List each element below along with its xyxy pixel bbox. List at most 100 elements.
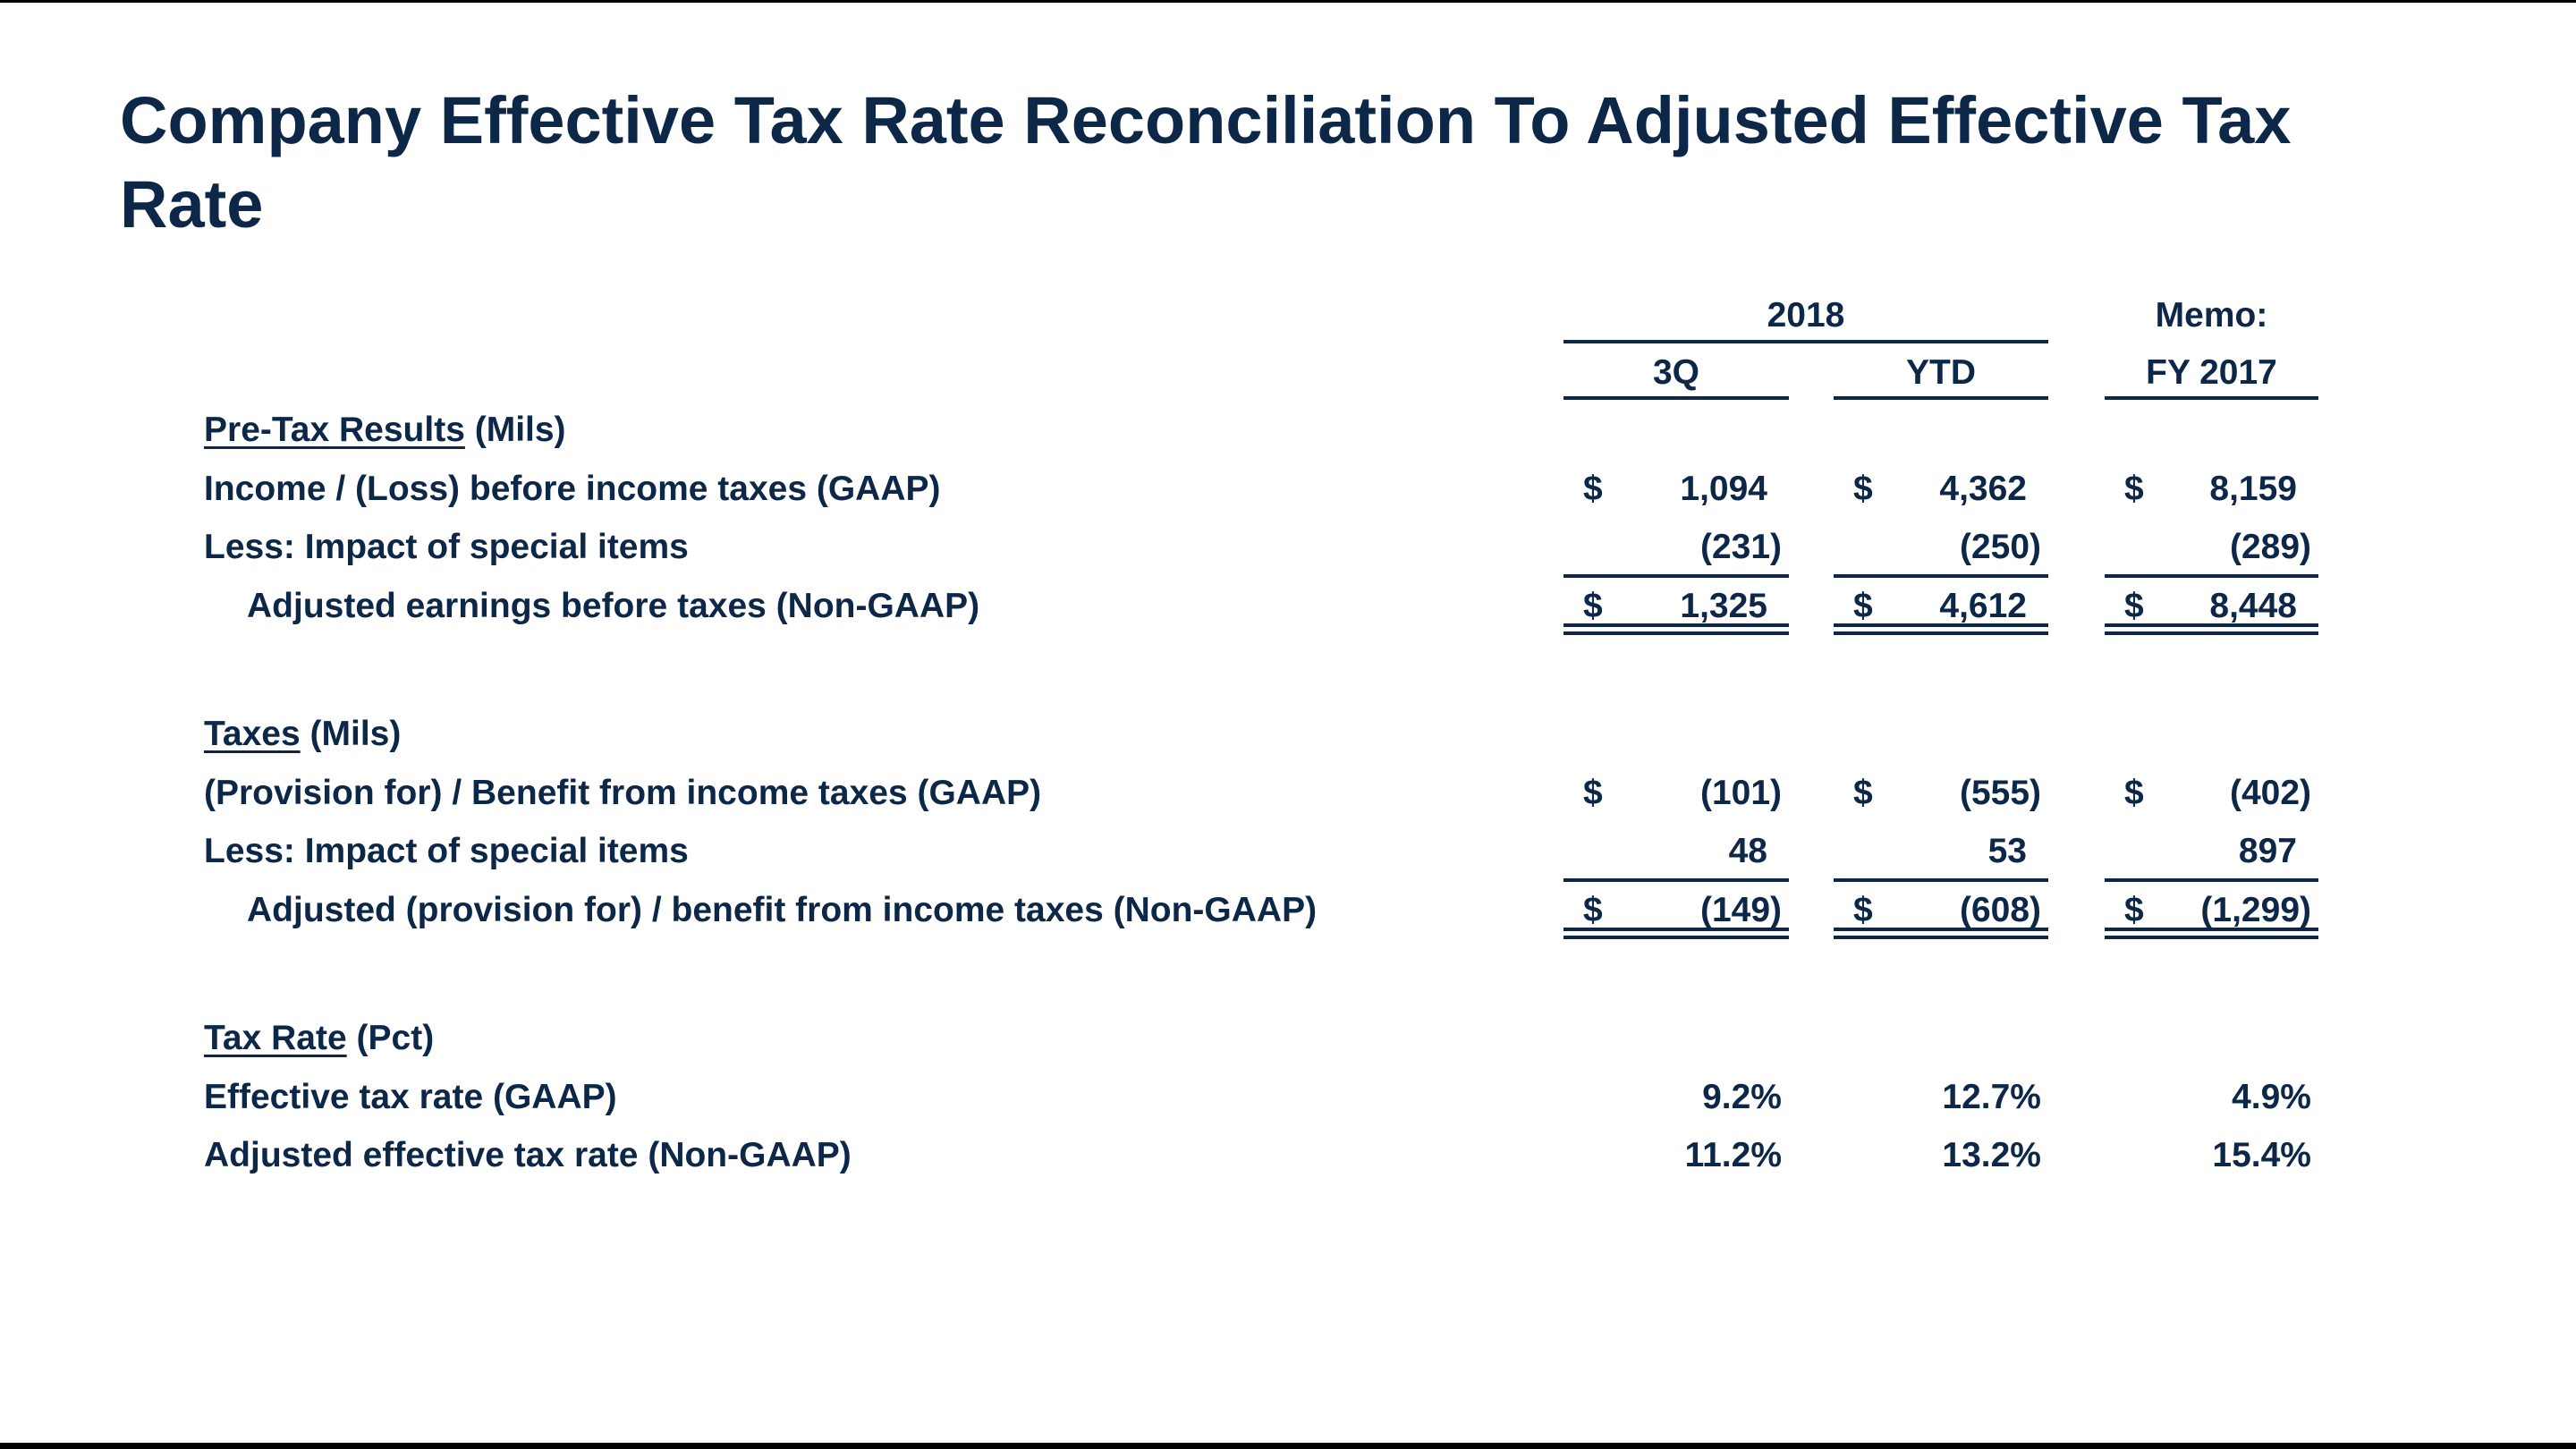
subtotal-rule: [1834, 573, 2048, 578]
section-heading: Taxes (Mils): [0, 708, 2576, 761]
rule-3q: [1563, 396, 1789, 400]
cell-value: 1,325: [1680, 586, 1767, 625]
table-row: (Provision for) / Benefit from income ta…: [0, 767, 2576, 820]
value-cell: $8,448: [2105, 580, 2318, 633]
row-label: Effective tax rate (GAAP): [204, 1077, 617, 1116]
value-cell: $1,325: [1563, 580, 1789, 633]
value-cell: 48: [1563, 825, 1789, 878]
total-double-rule: [2105, 928, 2318, 931]
cell-value: (555): [1959, 773, 2041, 812]
dollar-sign: $: [1583, 773, 1603, 812]
header-row-group: 2018 Memo:: [0, 289, 2576, 343]
value-cell: 11.2%: [1563, 1129, 1789, 1182]
total-double-rule: [2105, 631, 2318, 635]
section-title: Taxes: [204, 715, 301, 753]
cell-value: (1,299): [2200, 890, 2311, 929]
row-label: Adjusted (provision for) / benefit from …: [247, 890, 1318, 929]
value-cell: (250): [1834, 521, 2048, 574]
table-row: Adjusted (provision for) / benefit from …: [0, 884, 2576, 937]
value-cell: $8,159: [2105, 462, 2318, 516]
rule-ytd: [1834, 396, 2048, 400]
row-label: Less: Impact of special items: [204, 832, 689, 870]
cell-value: (402): [2229, 773, 2311, 812]
bottom-border: [0, 1443, 2576, 1449]
value-cell: $1,094: [1563, 462, 1789, 516]
header-3q: 3Q: [1652, 353, 1700, 392]
subtotal-rule: [2105, 573, 2318, 578]
cell-value: 4,612: [1939, 586, 2027, 625]
value-cell: 13.2%: [1834, 1129, 2048, 1182]
table-row: Adjusted earnings before taxes (Non-GAAP…: [0, 580, 2576, 633]
section-heading: Pre-Tax Results (Mils): [0, 403, 2576, 457]
total-double-rule: [1563, 623, 1789, 627]
cell-value: 48: [1728, 832, 1767, 870]
cell-value: 11.2%: [1684, 1136, 1782, 1174]
cell-value: (250): [1959, 528, 2041, 566]
value-cell: $ (101): [1563, 767, 1789, 820]
section-unit: (Mils): [464, 411, 566, 449]
value-cell: $4,362: [1834, 462, 2048, 516]
dollar-sign: $: [1853, 773, 1873, 812]
value-cell: $4,612: [1834, 580, 2048, 633]
total-double-rule: [1834, 928, 2048, 931]
row-label: Income / (Loss) before income taxes (GAA…: [204, 469, 941, 508]
dollar-sign: $: [2124, 469, 2144, 508]
section-heading: Tax Rate (Pct): [0, 1012, 2576, 1065]
total-double-rule: [1834, 936, 2048, 939]
dollar-sign: $: [1853, 469, 1873, 508]
section-title: Pre-Tax Results: [204, 411, 465, 449]
total-double-rule: [1563, 936, 1789, 939]
dollar-sign: $: [1853, 890, 1873, 929]
subtotal-rule: [1563, 877, 1789, 882]
value-cell: (231): [1563, 521, 1789, 574]
cell-value: 8,448: [2209, 586, 2297, 625]
total-double-rule: [1834, 631, 2048, 635]
dollar-sign: $: [2124, 586, 2144, 625]
dollar-sign: $: [2124, 890, 2144, 929]
dollar-sign: $: [2124, 773, 2144, 812]
dollar-sign: $: [1583, 469, 1603, 508]
header-memo: Memo:: [2155, 296, 2268, 335]
value-cell: $ (555): [1834, 767, 2048, 820]
cell-value: 4.9%: [2232, 1077, 2311, 1116]
row-label: Adjusted effective tax rate (Non-GAAP): [204, 1136, 852, 1174]
total-double-rule: [1563, 631, 1789, 635]
value-cell: $ (402): [2105, 767, 2318, 820]
section-unit: (Pct): [346, 1019, 435, 1057]
subtotal-rule: [2105, 877, 2318, 882]
row-label: (Provision for) / Benefit from income ta…: [204, 773, 1042, 812]
row-label: Less: Impact of special items: [204, 528, 689, 566]
cell-value: (231): [1699, 528, 1782, 566]
value-cell: 12.7%: [1834, 1071, 2048, 1124]
header-fy2017: FY 2017: [2146, 353, 2277, 392]
value-cell: 897: [2105, 825, 2318, 878]
cell-value: 9.2%: [1702, 1077, 1782, 1116]
section-unit: (Mils): [300, 715, 402, 753]
total-double-rule: [1563, 928, 1789, 931]
value-cell: 15.4%: [2105, 1129, 2318, 1182]
section-title: Tax Rate: [204, 1019, 347, 1057]
cell-value: 13.2%: [1942, 1136, 2041, 1174]
dollar-sign: $: [1853, 586, 1873, 625]
table-row: Effective tax rate (GAAP) 9.2% 12.7% 4.9%: [0, 1071, 2576, 1124]
total-double-rule: [1834, 623, 2048, 627]
table-row: Less: Impact of special items 48 53 897: [0, 825, 2576, 878]
table-row: Adjusted effective tax rate (Non-GAAP) 11…: [0, 1129, 2576, 1182]
rule-fy2017: [2105, 396, 2318, 400]
cell-value: 4,362: [1939, 469, 2027, 508]
cell-value: 12.7%: [1942, 1077, 2041, 1116]
value-cell: 53: [1834, 825, 2048, 878]
rule-2018: [1563, 340, 2048, 343]
cell-value: 53: [1987, 832, 2027, 870]
cell-value: (289): [2229, 528, 2311, 566]
row-label: Adjusted earnings before taxes (Non-GAAP…: [247, 586, 980, 625]
cell-value: 15.4%: [2212, 1136, 2311, 1174]
header-ytd: YTD: [1906, 353, 1976, 392]
cell-value: 8,159: [2209, 469, 2297, 508]
cell-value: (149): [1699, 890, 1782, 929]
header-row-columns: 3Q YTD FY 2017: [0, 346, 2576, 400]
total-double-rule: [2105, 623, 2318, 627]
value-cell: $ (149): [1563, 884, 1789, 937]
cell-value: (608): [1959, 890, 2041, 929]
value-cell: $ (608): [1834, 884, 2048, 937]
